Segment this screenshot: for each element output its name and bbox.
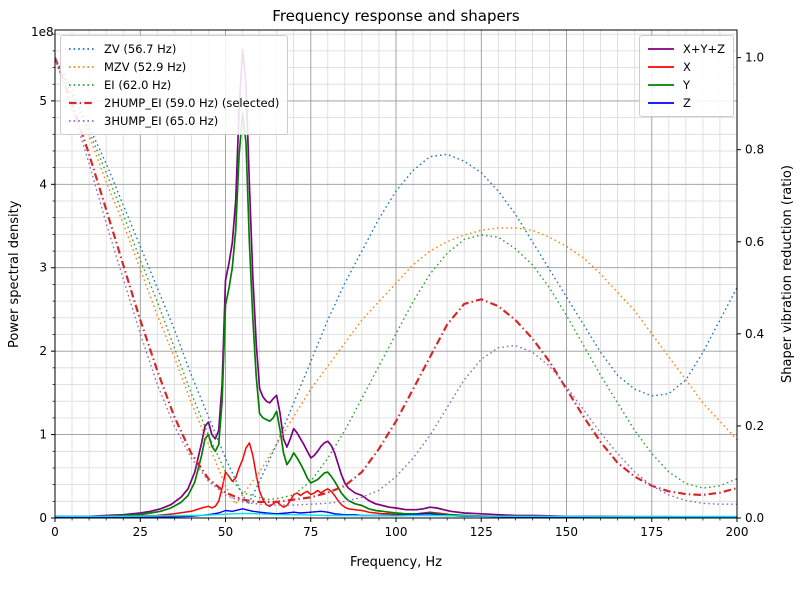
legend-label: X — [682, 60, 691, 74]
y-axis-offset-text: 1e8 — [31, 25, 54, 39]
series-y — [55, 112, 737, 518]
y-right-tick-label: 1.0 — [745, 51, 764, 65]
legend-item: 3HUMP_EI (65.0 Hz) — [67, 112, 279, 130]
legend-shapers: ZV (56.7 Hz) MZV (52.9 Hz) EI (62.0 Hz) 2HU… — [60, 35, 289, 135]
y-right-tick-label: 0.2 — [745, 419, 764, 433]
legend-label: Z — [682, 96, 691, 110]
series-2hump-ei-59-0-hz-selected — [55, 57, 737, 503]
y-right-tick-label: 0.4 — [745, 327, 764, 341]
x-tick-label: 0 — [51, 525, 59, 539]
legend-line-sample — [69, 48, 95, 50]
series-z — [55, 508, 737, 518]
legend-item: X — [646, 58, 725, 76]
x-tick-label: 100 — [385, 525, 408, 539]
y-left-tick-label: 4 — [39, 177, 47, 191]
x-tick-label: 50 — [218, 525, 233, 539]
x-tick-label: 175 — [640, 525, 663, 539]
legend-item: EI (62.0 Hz) — [67, 76, 279, 94]
y-left-tick-label: 2 — [39, 344, 47, 358]
series-zv-56-7-hz — [55, 57, 737, 505]
x-tick-label: 75 — [303, 525, 318, 539]
series-unlabeled — [55, 512, 737, 518]
legend-label: 2HUMP_EI (59.0 Hz) (selected) — [104, 96, 280, 110]
series-x-y-z — [55, 48, 737, 518]
y-right-tick-label: 0.8 — [745, 143, 764, 157]
legend-line-sample — [647, 84, 674, 86]
legend-label: MZV (52.9 Hz) — [104, 60, 187, 74]
y-left-tick-label: 0 — [39, 511, 47, 525]
x-tick-label: 200 — [726, 525, 749, 539]
y-axis-label-right: Shaper vibration reduction (ratio) — [780, 165, 795, 383]
y-left-tick-label: 3 — [39, 261, 47, 275]
series-group — [55, 48, 737, 518]
legend-label: X+Y+Z — [682, 42, 725, 56]
legend-item: Z — [646, 94, 725, 112]
legend-line-sample — [647, 102, 674, 104]
legend-line-sample — [69, 66, 95, 68]
chart-title: Frequency response and shapers — [272, 7, 520, 25]
legend-line-sample — [647, 66, 674, 68]
legend-item: Y — [646, 76, 725, 94]
legend-label: ZV (56.7 Hz) — [104, 42, 177, 56]
legend-axes: X+Y+Z X Y Z — [638, 35, 734, 117]
legend-item: ZV (56.7 Hz) — [67, 40, 279, 58]
y-right-tick-label: 0.6 — [745, 235, 764, 249]
series-3hump-ei-65-0-hz — [55, 57, 737, 506]
y-axis-label-left: Power spectral density — [7, 200, 22, 348]
legend-label: EI (62.0 Hz) — [104, 78, 172, 92]
legend-item: MZV (52.9 Hz) — [67, 58, 279, 76]
legend-line-sample — [647, 48, 674, 50]
y-left-tick-label: 5 — [39, 94, 47, 108]
x-axis-label: Frequency, Hz — [349, 555, 443, 570]
y-left-tick-label: 1 — [39, 428, 47, 442]
x-tick-label: 25 — [133, 525, 148, 539]
legend-line-sample — [69, 101, 95, 105]
legend-label: 3HUMP_EI (65.0 Hz) — [104, 114, 219, 128]
legend-line-sample — [69, 120, 95, 122]
y-right-tick-label: 0.0 — [745, 511, 764, 525]
legend-label: Y — [682, 78, 690, 92]
legend-item: 2HUMP_EI (59.0 Hz) (selected) — [67, 94, 279, 112]
x-tick-label: 150 — [555, 525, 578, 539]
x-tick-label: 125 — [470, 525, 493, 539]
legend-item: X+Y+Z — [646, 40, 725, 58]
legend-line-sample — [69, 84, 95, 86]
